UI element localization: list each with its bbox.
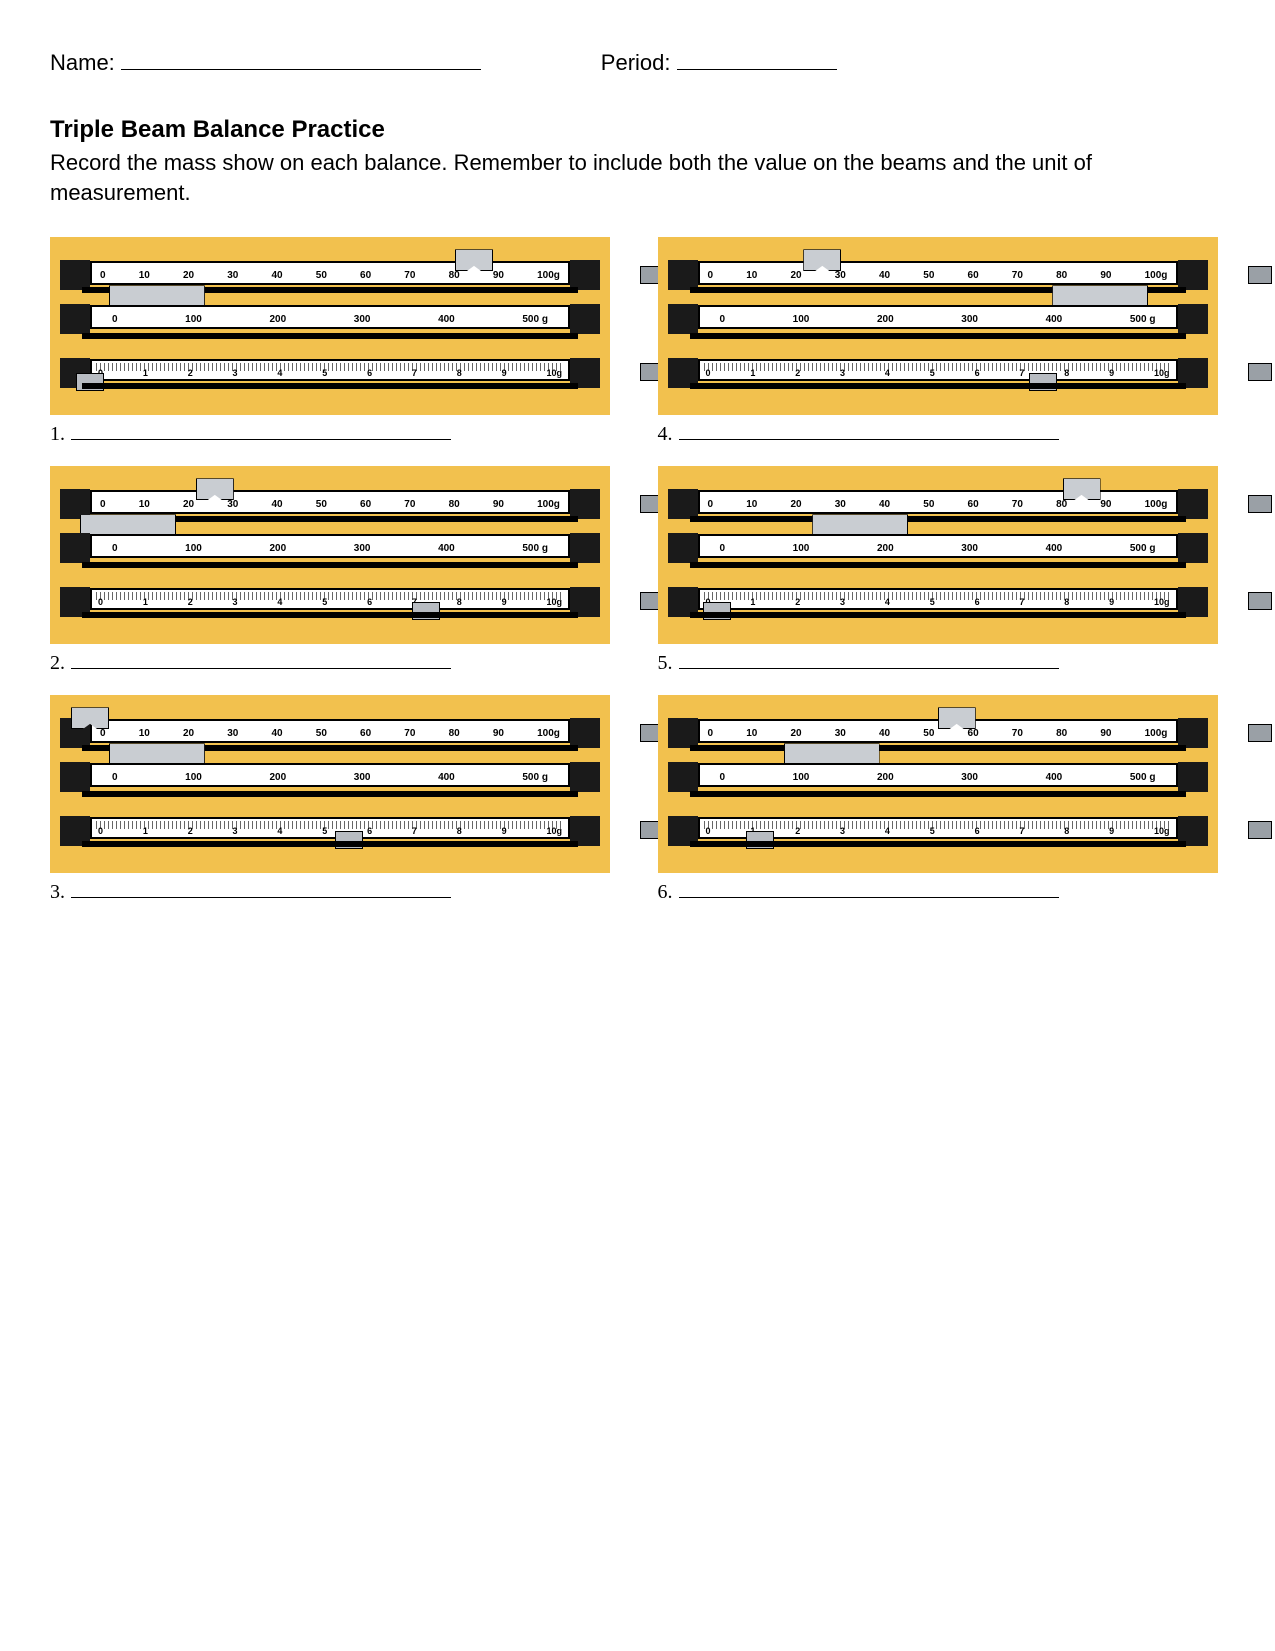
pointer-icon	[1248, 495, 1272, 513]
problem-number: 6.	[658, 881, 673, 904]
beam-500: 0100200300400500 g	[698, 534, 1178, 558]
beam-hundreds: 0102030405060708090100g	[90, 490, 570, 514]
pointer-icon	[1248, 821, 1272, 839]
beam-500: 0100200300400500 g	[90, 763, 570, 787]
beam-hundreds: 0102030405060708090100g	[698, 490, 1178, 514]
worksheet-title: Triple Beam Balance Practice	[50, 116, 1225, 144]
beam-500: 0100200300400500 g	[90, 534, 570, 558]
beam-hundreds: 0102030405060708090100g	[90, 719, 570, 743]
name-blank[interactable]	[121, 69, 481, 70]
beam-hundreds: 0102030405060708090100g	[90, 261, 570, 285]
problem-number: 4.	[658, 423, 673, 446]
problem-item: 0102030405060708090100g 0100200300400500…	[658, 695, 1226, 904]
pointer-icon	[1248, 592, 1272, 610]
balance-diagram: 0102030405060708090100g 0100200300400500…	[50, 237, 610, 415]
problem-item: 0102030405060708090100g 0100200300400500…	[50, 237, 618, 446]
answer-blank[interactable]	[679, 668, 1059, 669]
answer-blank[interactable]	[679, 897, 1059, 898]
worksheet-instructions: Record the mass show on each balance. Re…	[50, 148, 1150, 207]
beam-tenths: 012345678910g	[90, 817, 570, 839]
period-blank[interactable]	[677, 69, 837, 70]
beam-500: 0100200300400500 g	[90, 305, 570, 329]
name-field[interactable]: Name:	[50, 50, 481, 76]
answer-blank[interactable]	[679, 439, 1059, 440]
beam-500: 0100200300400500 g	[698, 305, 1178, 329]
balance-diagram: 0102030405060708090100g 0100200300400500…	[658, 237, 1218, 415]
pointer-icon	[1248, 266, 1272, 284]
period-field[interactable]: Period:	[601, 50, 837, 76]
problem-number: 1.	[50, 423, 65, 446]
worksheet-header: Name: Period:	[50, 50, 1225, 76]
beam-tenths: 012345678910g	[698, 588, 1178, 610]
problem-number: 3.	[50, 881, 65, 904]
balance-diagram: 0102030405060708090100g 0100200300400500…	[658, 695, 1218, 873]
pointer-icon	[1248, 724, 1272, 742]
beam-tenths: 012345678910g	[698, 359, 1178, 381]
problem-number: 2.	[50, 652, 65, 675]
balance-diagram: 0102030405060708090100g 0100200300400500…	[50, 466, 610, 644]
problem-grid: 0102030405060708090100g 0100200300400500…	[50, 237, 1225, 904]
answer-blank[interactable]	[71, 439, 451, 440]
answer-line[interactable]: 2.	[50, 652, 618, 675]
balance-diagram: 0102030405060708090100g 0100200300400500…	[658, 466, 1218, 644]
problem-number: 5.	[658, 652, 673, 675]
beam-500: 0100200300400500 g	[698, 763, 1178, 787]
answer-line[interactable]: 6.	[658, 881, 1226, 904]
problem-item: 0102030405060708090100g 0100200300400500…	[658, 237, 1226, 446]
beam-tenths: 012345678910g	[90, 359, 570, 381]
name-label: Name:	[50, 50, 115, 76]
answer-blank[interactable]	[71, 668, 451, 669]
answer-line[interactable]: 4.	[658, 423, 1226, 446]
beam-tenths: 012345678910g	[90, 588, 570, 610]
problem-item: 0102030405060708090100g 0100200300400500…	[50, 466, 618, 675]
problem-item: 0102030405060708090100g 0100200300400500…	[50, 695, 618, 904]
answer-line[interactable]: 3.	[50, 881, 618, 904]
beam-hundreds: 0102030405060708090100g	[698, 719, 1178, 743]
balance-diagram: 0102030405060708090100g 0100200300400500…	[50, 695, 610, 873]
answer-blank[interactable]	[71, 897, 451, 898]
beam-hundreds: 0102030405060708090100g	[698, 261, 1178, 285]
period-label: Period:	[601, 50, 671, 76]
pointer-icon	[1248, 363, 1272, 381]
answer-line[interactable]: 1.	[50, 423, 618, 446]
answer-line[interactable]: 5.	[658, 652, 1226, 675]
problem-item: 0102030405060708090100g 0100200300400500…	[658, 466, 1226, 675]
